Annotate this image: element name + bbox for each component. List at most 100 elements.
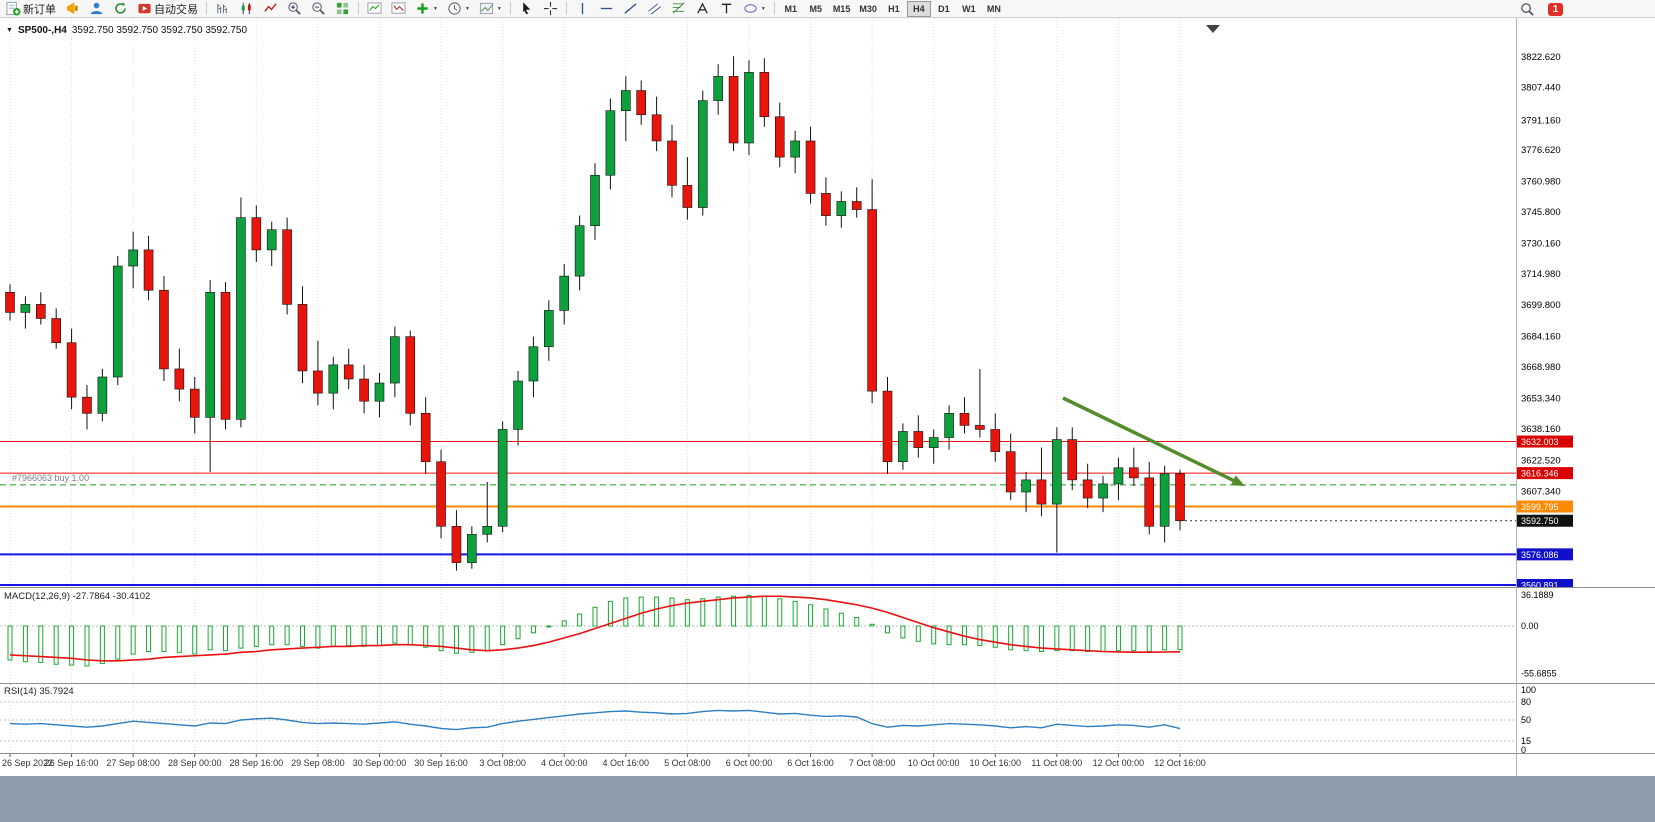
toolbar-separator bbox=[509, 2, 511, 15]
price-axis-separator bbox=[1516, 18, 1517, 776]
price-tick-label: 3684.160 bbox=[1521, 331, 1561, 342]
tile-windows-icon bbox=[336, 2, 349, 15]
new-order-icon bbox=[6, 1, 21, 16]
bar-chart-button[interactable] bbox=[211, 1, 234, 17]
horizontal-line-icon bbox=[600, 7, 612, 10]
time-label: 12 Oct 00:00 bbox=[1093, 758, 1145, 768]
refresh-icon bbox=[115, 2, 126, 14]
time-label: 7 Oct 08:00 bbox=[849, 758, 896, 768]
time-label: 4 Oct 00:00 bbox=[541, 758, 588, 768]
indicators-button[interactable] bbox=[363, 1, 386, 17]
price-tick-label: 3791.160 bbox=[1521, 115, 1561, 126]
main-toolbar: 新订单 自动交易 bbox=[0, 0, 1655, 18]
price-tick-label: 3638.160 bbox=[1521, 424, 1561, 435]
timeframe-button-m30[interactable]: M30 bbox=[855, 1, 881, 17]
trend-arrow-line bbox=[1062, 396, 1241, 485]
search-button[interactable] bbox=[1516, 1, 1539, 17]
megaphone-icon bbox=[66, 2, 78, 15]
text-icon bbox=[697, 2, 708, 14]
timeframe-button-m5[interactable]: M5 bbox=[804, 1, 828, 17]
timeframe-button-d1[interactable]: D1 bbox=[932, 1, 956, 17]
tile-windows-button[interactable] bbox=[331, 1, 354, 17]
zoom-out-button[interactable] bbox=[307, 1, 330, 17]
channel-button[interactable] bbox=[643, 1, 666, 17]
line-chart-button[interactable] bbox=[259, 1, 282, 17]
new-order-button[interactable]: 新订单 bbox=[2, 1, 60, 17]
periods-button[interactable]: ▼ bbox=[443, 1, 474, 17]
announcements-button[interactable] bbox=[61, 1, 84, 17]
svg-text:0.00: 0.00 bbox=[1521, 621, 1539, 631]
time-label: 30 Sep 16:00 bbox=[414, 758, 468, 768]
fibonacci-button[interactable] bbox=[667, 1, 690, 17]
macd-pane[interactable]: 36.1889 0.00 -55.6855 MACD(12,26,9) -27.786… bbox=[0, 588, 1655, 684]
toolbar-separator bbox=[773, 2, 775, 15]
shapes-button[interactable]: ▼ bbox=[739, 1, 770, 17]
order-line-label: #7966063 buy 1.00 bbox=[12, 472, 90, 483]
chevron-down-icon: ▼ bbox=[760, 5, 766, 12]
vertical-line-button[interactable] bbox=[571, 1, 594, 17]
svg-text:80: 80 bbox=[1521, 697, 1531, 707]
clock-icon bbox=[448, 2, 461, 15]
crosshair-button[interactable] bbox=[539, 1, 562, 17]
gridlines bbox=[9, 588, 1181, 683]
templates-button[interactable]: ▼ bbox=[475, 1, 506, 17]
timeframe-button-mn[interactable]: MN bbox=[982, 1, 1006, 17]
refresh-button[interactable] bbox=[109, 1, 132, 17]
svg-text:3599.795: 3599.795 bbox=[1521, 502, 1559, 512]
timeframe-button-m1[interactable]: M1 bbox=[779, 1, 803, 17]
ellipse-icon bbox=[744, 4, 757, 13]
timeframe-button-m15[interactable]: M15 bbox=[829, 1, 855, 17]
bar-chart-icon bbox=[217, 3, 227, 14]
chart-area: ▼ SP500-,H4 3592.750 3592.750 3592.750 3… bbox=[0, 18, 1655, 776]
horizontal-line-button[interactable] bbox=[595, 1, 618, 17]
indicator-window-button[interactable] bbox=[387, 1, 410, 17]
community-button[interactable] bbox=[85, 1, 108, 17]
rsi-line bbox=[9, 709, 1181, 731]
time-label: 26 Sep 2022 bbox=[2, 758, 53, 768]
cursor-button[interactable] bbox=[515, 1, 538, 17]
svg-text:3592.750: 3592.750 bbox=[1521, 516, 1559, 526]
text-button[interactable] bbox=[691, 1, 714, 17]
add-indicator-icon bbox=[417, 3, 428, 14]
zoom-in-button[interactable] bbox=[283, 1, 306, 17]
add-indicator-button[interactable]: ▼ bbox=[411, 1, 442, 17]
chart-shift-marker bbox=[1206, 25, 1220, 33]
trendline-button[interactable] bbox=[619, 1, 642, 17]
timeframe-button-w1[interactable]: W1 bbox=[957, 1, 981, 17]
symbol-dropdown-icon[interactable]: ▼ bbox=[6, 27, 13, 34]
autotrading-icon bbox=[138, 3, 151, 14]
symbol-timeframe-label: SP500-,H4 bbox=[17, 25, 67, 36]
price-tick-label: 3622.520 bbox=[1521, 456, 1561, 467]
time-label: 6 Oct 00:00 bbox=[726, 758, 773, 768]
timeframe-button-h4[interactable]: H4 bbox=[906, 0, 931, 17]
label-button[interactable] bbox=[715, 1, 738, 17]
svg-text:3560.891: 3560.891 bbox=[1521, 581, 1559, 588]
macd-signal-line bbox=[9, 595, 1181, 662]
notification-badge[interactable]: 1 bbox=[1548, 2, 1563, 16]
price-chart-pane[interactable]: 3822.620 3807.440 3791.160 3776.620 3760.980… bbox=[0, 18, 1655, 588]
chevron-down-icon: ▼ bbox=[464, 5, 470, 12]
time-label: 10 Oct 16:00 bbox=[970, 758, 1022, 768]
toolbar-separator bbox=[206, 2, 207, 15]
time-label: 4 Oct 16:00 bbox=[603, 758, 650, 768]
macd-label: MACD(12,26,9) -27.7864 -30.4102 bbox=[4, 591, 150, 602]
price-tick-label: 3699.800 bbox=[1521, 300, 1561, 311]
timeframe-button-h1[interactable]: H1 bbox=[882, 1, 906, 17]
autotrading-button[interactable]: 自动交易 bbox=[133, 1, 202, 17]
channel-icon bbox=[647, 3, 661, 15]
time-label: 5 Oct 08:00 bbox=[664, 758, 711, 768]
svg-text:-55.6855: -55.6855 bbox=[1521, 668, 1557, 678]
svg-text:50: 50 bbox=[1521, 715, 1531, 725]
price-badge bbox=[1517, 514, 1573, 527]
candles bbox=[5, 56, 1185, 571]
price-tick-label: 3653.340 bbox=[1521, 394, 1561, 405]
svg-text:3616.346: 3616.346 bbox=[1521, 469, 1559, 479]
svg-text:15: 15 bbox=[1521, 736, 1531, 746]
candlestick-chart-button[interactable] bbox=[235, 1, 258, 17]
price-tick-label: 3607.340 bbox=[1521, 486, 1561, 497]
rsi-pane[interactable]: 100 80 50 150 RSI(14) 35.7924 bbox=[0, 684, 1655, 754]
label-icon bbox=[721, 3, 732, 14]
price-tick-label: 3714.980 bbox=[1521, 269, 1561, 280]
bottom-area bbox=[0, 776, 1655, 822]
